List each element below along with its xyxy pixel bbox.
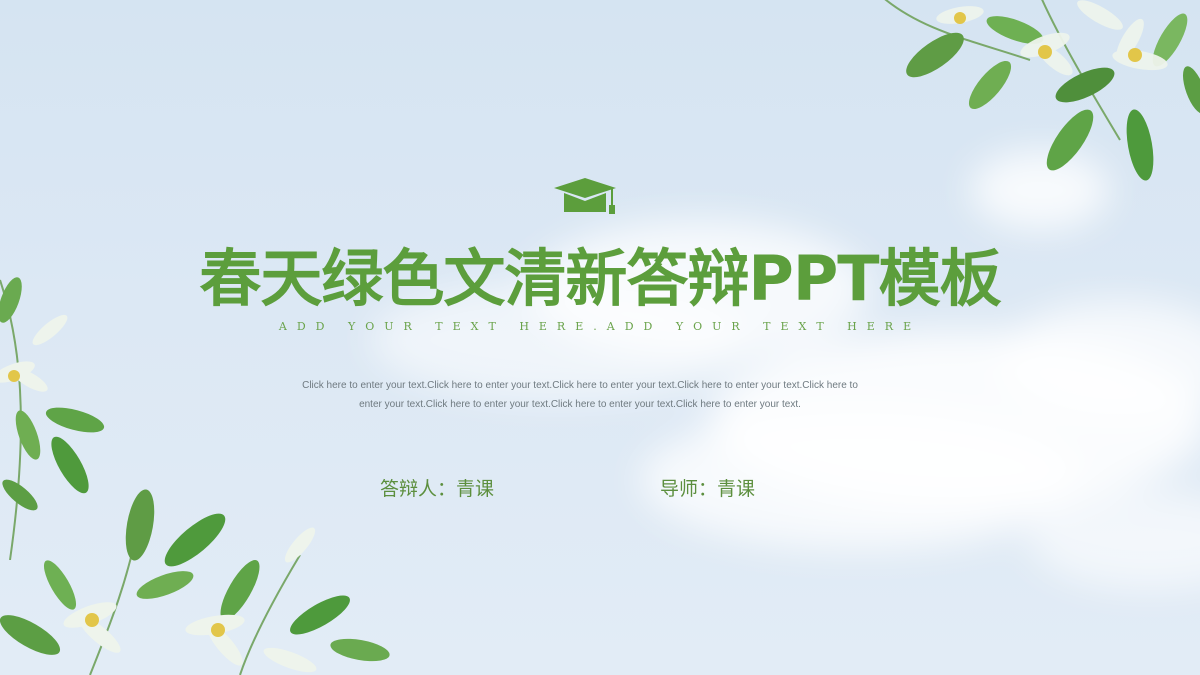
slide-subtitle: ADD YOUR TEXT HERE.ADD YOUR TEXT HERE bbox=[278, 320, 922, 333]
graduation-cap-icon bbox=[554, 178, 616, 214]
body-text: Click here to enter your text.Click here… bbox=[302, 380, 858, 410]
foliage-top-right bbox=[884, 0, 1200, 181]
defender-label: 答辩人：青课 bbox=[380, 478, 495, 500]
foliage-bottom-left bbox=[0, 489, 390, 675]
advisor-label: 导师：青课 bbox=[660, 478, 756, 500]
slide-title: 春天绿色文清新答辩PPT模板 bbox=[199, 242, 1001, 315]
foliage-left bbox=[0, 277, 105, 560]
